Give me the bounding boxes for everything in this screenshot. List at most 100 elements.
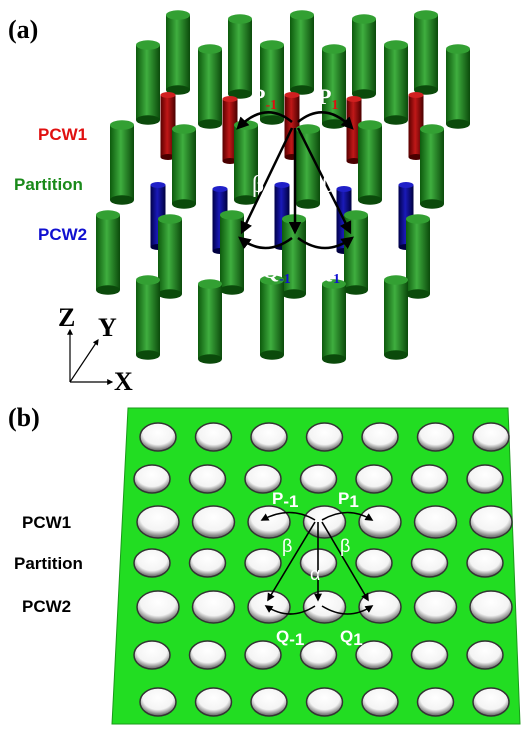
port-sub: 1 [349,492,358,511]
cylinder-top [414,10,438,20]
port-base: Q [262,258,279,283]
cylinder [420,124,444,209]
hole [356,549,392,577]
port-base: P [318,84,331,109]
port-base: Q [340,627,353,646]
cylinder [414,10,438,95]
hole [418,688,454,716]
port-sub: -1 [283,492,298,511]
cylinder-body [352,19,376,94]
hole [412,641,448,669]
port-label: P1 [338,489,359,511]
cylinder-top [446,44,470,54]
cylinder-base [136,350,160,360]
angle-label: β [340,536,350,556]
cylinder-base [420,199,444,209]
cylinder-base [260,115,284,125]
cylinder-base [344,285,368,295]
hole [140,688,176,716]
hole [473,423,509,451]
cylinder-top [228,14,252,24]
row-label: Partition [14,554,83,573]
axis-label: X [114,367,133,396]
cylinder-body [420,129,444,204]
cylinder [198,279,222,364]
hole [134,549,170,577]
cylinder [290,10,314,95]
hole [190,465,226,493]
cylinder-base [198,354,222,364]
hole [301,465,337,493]
cylinder-top [420,124,444,134]
port-base: Q [316,258,333,283]
angle-label: β [252,172,264,198]
hole [193,591,235,623]
axis-label: Z [58,303,75,332]
hole [307,423,343,451]
hole [470,506,512,538]
cylinder-body [322,284,346,359]
row-label: Partition [14,175,83,194]
cylinder-top [290,10,314,20]
cylinder-base [136,115,160,125]
row-label: PCW2 [38,225,87,244]
hole [140,423,176,451]
cylinder [96,210,120,295]
hole [301,641,337,669]
row-label: PCW2 [22,597,71,616]
panel-label: (b) [8,403,40,432]
hole [307,688,343,716]
angle-label: β [322,172,334,198]
hole [362,423,398,451]
cylinder-base [282,289,306,299]
cylinder-body [136,45,160,120]
cylinder-top [285,92,300,98]
cylinder-body [228,19,252,94]
port-base: P [252,84,265,109]
cylinder-body [384,45,408,120]
hole [467,549,503,577]
cylinder-base [406,289,430,299]
cylinder [166,10,190,95]
cylinder-base [384,115,408,125]
cylinder [136,40,160,125]
hole [467,465,503,493]
cylinder-top [260,40,284,50]
hole [190,549,226,577]
cylinder-top [110,120,134,130]
hole [415,591,457,623]
port-sub: -1 [265,98,277,113]
hole [134,465,170,493]
port-label: Q-1 [276,627,304,649]
cylinder-body [166,15,190,90]
cylinder [406,214,430,299]
hole [415,506,457,538]
hole [418,423,454,451]
cylinder-body [358,125,382,200]
hole [412,465,448,493]
port-sub: 1 [353,630,362,649]
cylinder [110,120,134,205]
cylinder-top [399,182,414,188]
cylinder-body [384,280,408,355]
cylinder [384,40,408,125]
panel-label: (a) [8,15,38,44]
hole [356,465,392,493]
hole [137,506,179,538]
cylinder [358,120,382,205]
cylinder-top [322,44,346,54]
port-base: Q [276,627,289,646]
cylinder [446,44,470,129]
cylinder-top [172,124,196,134]
hole [412,549,448,577]
port-base: P [338,489,349,508]
cylinder-body [198,49,222,124]
hole [362,688,398,716]
cylinder-top [198,279,222,289]
cylinder [136,275,160,360]
cylinder-body [158,219,182,294]
port-sub: 1 [333,272,340,287]
hole [196,423,232,451]
cylinder-lattice [96,10,470,364]
hole [304,506,346,538]
